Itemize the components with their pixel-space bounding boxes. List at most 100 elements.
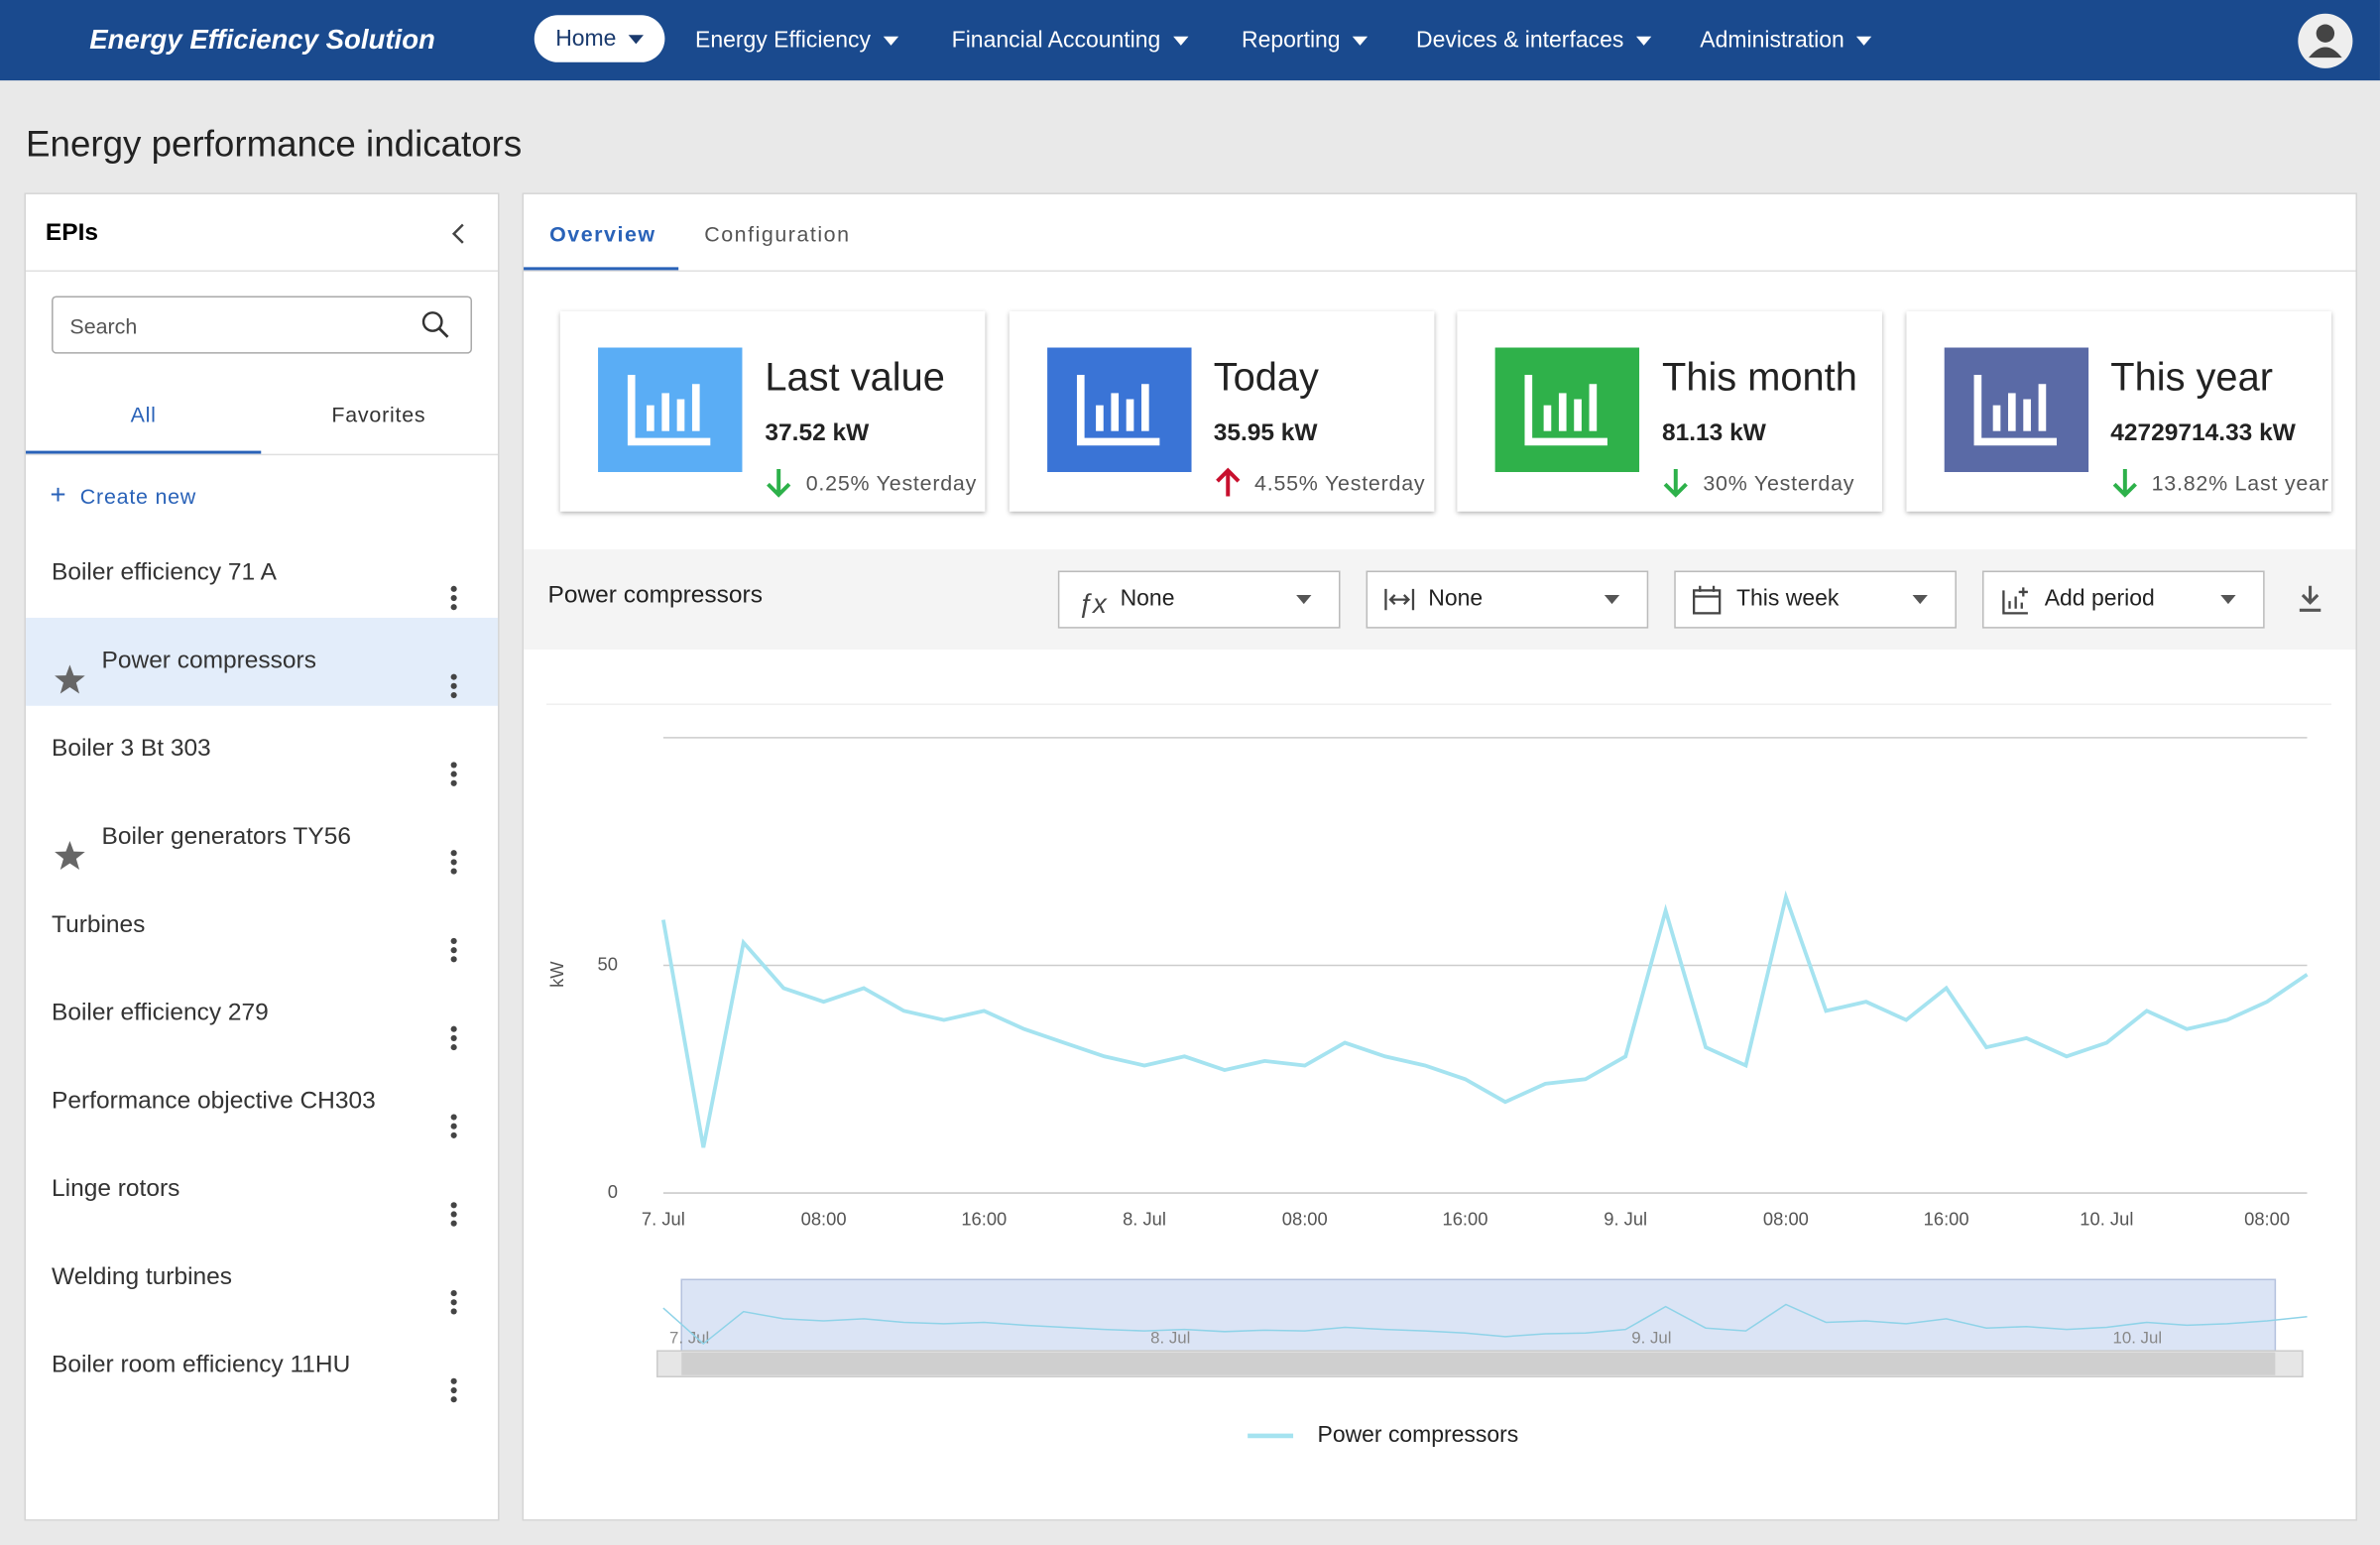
list-item[interactable]: Linge rotors [26, 1146, 498, 1235]
kpi-value: 42729714.33 kW [2110, 419, 2296, 446]
navigator-line [662, 1303, 2308, 1346]
more[interactable] [449, 1090, 458, 1178]
kpi-card: This year 42729714.33 kW 13.82% Last year [1905, 310, 2331, 512]
more[interactable] [449, 561, 458, 650]
dropdown-arrow [628, 35, 644, 45]
series-line [660, 890, 2309, 1148]
x-tick-label: 16:00 [1924, 1208, 1969, 1229]
navigator-label: 8. Jul [1150, 1328, 1190, 1347]
kpi-arrow [2109, 466, 2140, 507]
dropdown-arrow [1604, 594, 1620, 605]
kpi-arrow [764, 466, 794, 507]
kpi-value: 81.13 kW [1662, 419, 1766, 446]
x-tick-label: 16:00 [1443, 1208, 1488, 1229]
more[interactable] [449, 913, 458, 1002]
x-tick-label: 9. Jul [1604, 1208, 1647, 1229]
kpi-icon [1943, 347, 2088, 473]
kpi-title: Last value [765, 353, 945, 400]
dropdown[interactable]: ƒx None [1057, 570, 1341, 629]
list-item[interactable]: Turbines [26, 882, 498, 970]
dropdown-icon [1382, 584, 1416, 639]
nav-label: Energy Efficiency [695, 27, 871, 54]
navigator-label: 9. Jul [1631, 1328, 1671, 1347]
dropdown-arrow [1855, 36, 1872, 46]
item-label: Boiler 3 Bt 303 [52, 736, 211, 763]
download[interactable] [2295, 583, 2325, 617]
nav-item[interactable]: Administration [1700, 27, 1872, 54]
navigator-window [680, 1278, 2277, 1352]
dropdown-arrow [1296, 594, 1312, 605]
create-new[interactable]: + Create new [50, 479, 197, 511]
dropdown-arrow [883, 36, 898, 46]
x-tick-label: 08:00 [801, 1208, 847, 1229]
svg-text:ƒx: ƒx [1078, 588, 1108, 618]
tab-favorites[interactable]: Favorites [331, 402, 426, 427]
dropdown[interactable]: This week [1674, 570, 1957, 629]
nav-label: Administration [1700, 27, 1844, 54]
chart-title: Power compressors [547, 582, 763, 609]
more[interactable] [449, 738, 458, 826]
list-item[interactable]: Boiler room efficiency 11HU [26, 1322, 498, 1410]
item-label: Boiler efficiency 71 A [52, 559, 277, 586]
dropdown-icon [1999, 584, 2033, 639]
list-item[interactable]: Power compressors [26, 617, 499, 706]
more[interactable] [449, 1002, 458, 1090]
tab-configuration[interactable]: Configuration [704, 221, 851, 246]
list-item[interactable]: Welding turbines [26, 1234, 498, 1322]
nav-label: Reporting [1242, 27, 1341, 54]
nav-item[interactable]: Energy Efficiency [695, 28, 898, 54]
list-item[interactable]: Performance objective CH303 [26, 1058, 498, 1146]
more[interactable] [449, 1178, 458, 1266]
dropdown-icon: ƒx [1075, 584, 1109, 639]
kpi-icon [598, 347, 743, 473]
x-tick-label: 10. Jul [2080, 1208, 2133, 1229]
dropdown-label: Add period [2044, 585, 2155, 612]
item-label: Boiler efficiency 279 [52, 1000, 269, 1026]
sidebar: EPIs Search All Favorites + Create new B… [24, 192, 500, 1521]
nav-item[interactable]: Reporting [1242, 28, 1368, 54]
y-tick-label: 50 [598, 953, 618, 974]
nav-item[interactable]: Home [534, 15, 665, 62]
tab-all[interactable]: All [130, 402, 157, 427]
dropdown[interactable]: None [1366, 570, 1649, 629]
more[interactable] [449, 1266, 458, 1355]
list-item[interactable]: Boiler 3 Bt 303 [26, 706, 498, 794]
list-item[interactable]: Boiler generators TY56 [26, 794, 498, 883]
kpi-value: 37.52 kW [765, 419, 870, 446]
list-item[interactable]: Boiler efficiency 71 A [26, 530, 498, 618]
nav-item[interactable]: Devices & interfaces [1416, 28, 1651, 54]
list-item[interactable]: Boiler efficiency 279 [26, 970, 498, 1058]
kpi-value: 35.95 kW [1213, 419, 1318, 446]
kpi-card: Today 35.95 kW 4.55% Yesterday [1009, 310, 1434, 512]
nav-label: Financial Accounting [951, 27, 1161, 54]
navigator-label: 7. Jul [669, 1328, 709, 1347]
tab-overview[interactable]: Overview [549, 221, 656, 246]
kpi-change: 4.55% Yesterday [1254, 470, 1426, 495]
navigator-label: 10. Jul [2112, 1328, 2162, 1347]
app-title: Energy Efficiency Solution [89, 24, 435, 56]
collapse[interactable] [448, 221, 469, 245]
item-label: Boiler generators TY56 [101, 824, 351, 851]
kpi-arrow [1212, 466, 1243, 507]
search-placeholder: Search [69, 313, 138, 339]
x-tick-label: 8. Jul [1123, 1208, 1166, 1229]
kpi-icon [1494, 347, 1640, 473]
y-tick-label: 0 [608, 1181, 618, 1202]
dropdown-label: None [1428, 585, 1484, 612]
more[interactable] [449, 826, 458, 914]
avatar[interactable] [2297, 12, 2354, 69]
nav-item[interactable]: Financial Accounting [952, 28, 1188, 54]
x-tick-label: 08:00 [1282, 1208, 1328, 1229]
dropdown-arrow [2220, 594, 2236, 605]
more[interactable] [449, 650, 458, 738]
item-label: Turbines [52, 911, 146, 938]
search[interactable]: Search [52, 296, 473, 354]
x-tick-label: 7. Jul [642, 1208, 685, 1229]
header [0, 0, 2380, 81]
dropdown[interactable]: Add period [1981, 570, 2265, 629]
more[interactable] [449, 1354, 458, 1442]
kpi-card: Last value 37.52 kW 0.25% Yesterday [559, 310, 986, 512]
item-label: Linge rotors [52, 1176, 180, 1203]
